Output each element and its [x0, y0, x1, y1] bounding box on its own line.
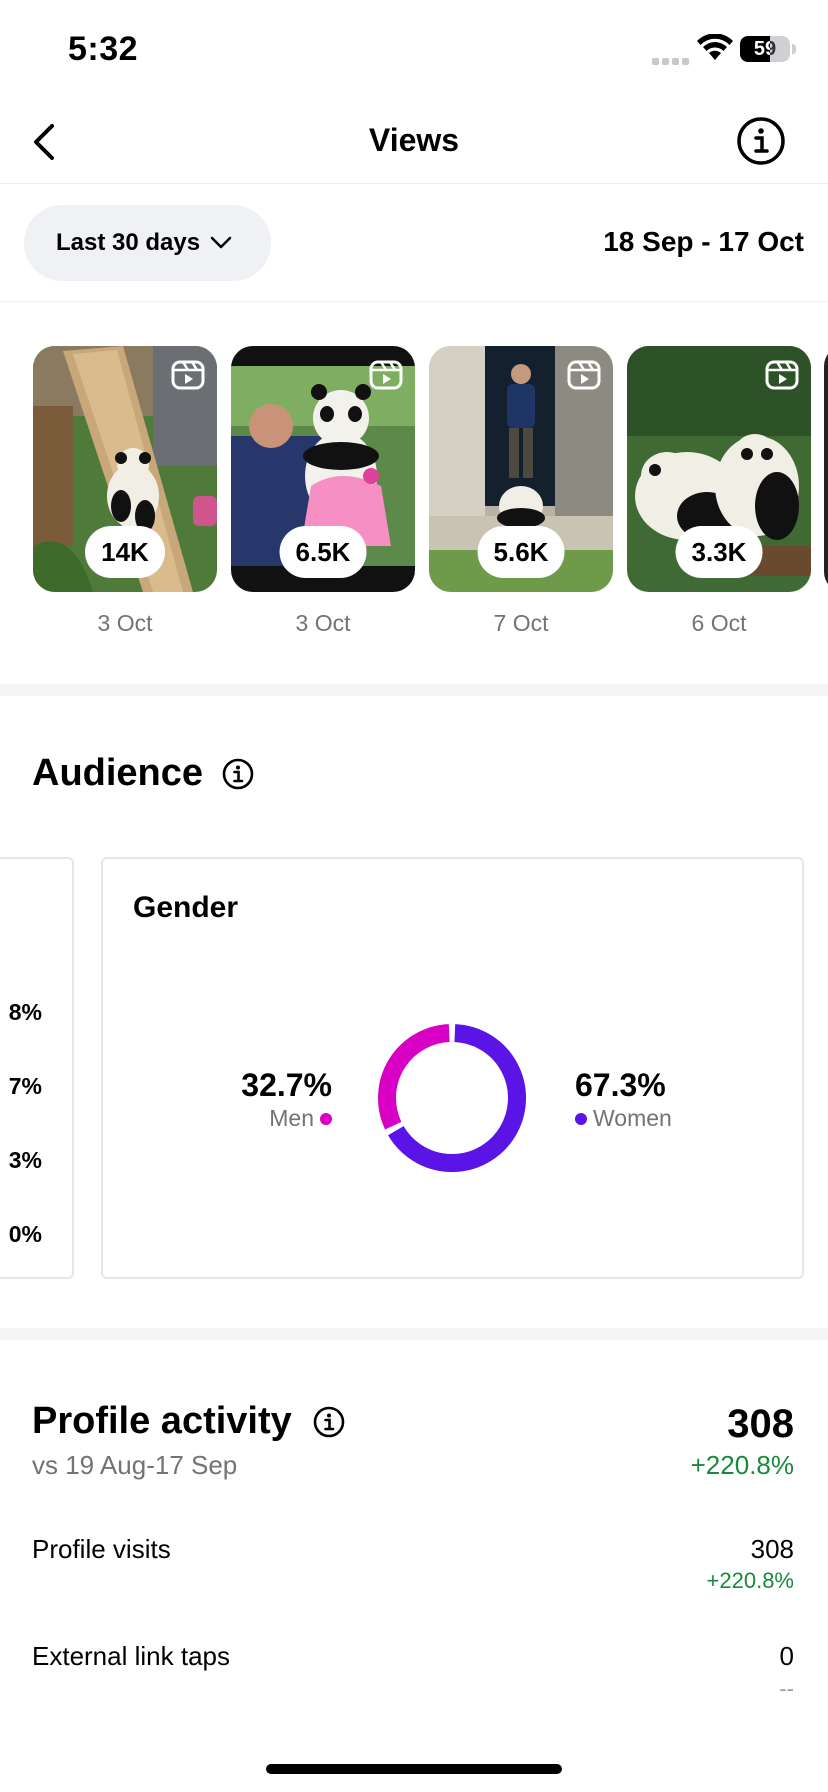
audience-header: Audience [32, 752, 255, 795]
reel-date: 6 Oct [691, 610, 747, 636]
home-indicator [266, 1764, 562, 1774]
info-icon[interactable] [221, 757, 255, 791]
reel-thumbnail: 14K [33, 346, 217, 592]
audience-percentage: 7% [8, 1073, 42, 1099]
profile-visits-value: 308 [750, 1534, 794, 1564]
info-icon[interactable] [312, 1405, 346, 1439]
women-slice [388, 1024, 526, 1172]
reel-views-badge: 14K [85, 526, 165, 578]
date-range-dropdown[interactable]: Last 30 days [24, 205, 271, 281]
profile-visits-label: Profile visits [32, 1534, 171, 1564]
reel-date: 7 Oct [493, 610, 549, 636]
audience-percentage: 8% [8, 999, 42, 1025]
section-divider [0, 1328, 828, 1340]
reel-card[interactable]: 6.5K 3 Oct [231, 346, 415, 637]
men-slice [378, 1024, 450, 1130]
women-percentage: 67.3% [575, 1067, 666, 1103]
reel-date: 3 Oct [97, 610, 153, 636]
profile-activity-header: Profile activity [32, 1400, 346, 1443]
gender-card[interactable]: Gender 32.7% Men 67.3% Women [101, 857, 804, 1279]
reel-thumbnail: 3.3K [627, 346, 811, 592]
page-title: Views [368, 122, 460, 158]
audience-title: Audience [32, 752, 204, 794]
cellular-signal-icon [652, 52, 692, 65]
info-button[interactable] [734, 114, 788, 168]
men-color-dot [320, 1112, 332, 1125]
nav-bar: Views [0, 100, 828, 184]
chevron-down-icon [210, 236, 232, 249]
women-label: Women [593, 1105, 672, 1131]
status-time: 5:32 [68, 30, 139, 68]
reels-icon [765, 360, 799, 390]
info-icon [737, 117, 785, 165]
filter-row: Last 30 days 18 Sep - 17 Oct [0, 184, 828, 302]
audience-percentage: 0% [8, 1221, 42, 1247]
back-button[interactable] [18, 116, 70, 168]
date-range-dropdown-label: Last 30 days [56, 229, 201, 256]
gender-title: Gender [133, 891, 239, 924]
date-range-text: 18 Sep - 17 Oct [603, 226, 804, 257]
section-divider [0, 684, 828, 696]
audience-percentage: 3% [8, 1147, 42, 1173]
reels-icon [567, 360, 601, 390]
reel-views-badge: 3.3K [675, 526, 763, 578]
reel-card-partial[interactable] [824, 346, 828, 592]
reel-views-badge: 5.6K [477, 526, 565, 578]
chevron-left-icon [34, 124, 54, 160]
audience-card-previous[interactable]: 8% 7% 3% 0% [0, 857, 74, 1279]
reel-card[interactable]: 14K 3 Oct [33, 346, 217, 637]
external-link-taps-label: External link taps [32, 1641, 230, 1671]
profile-visits-change: +220.8% [706, 1568, 794, 1593]
men-legend: Men [269, 1105, 332, 1132]
men-label: Men [269, 1105, 314, 1131]
battery-icon: 59 [740, 36, 796, 62]
gender-donut-chart [378, 1024, 526, 1172]
profile-activity-total: 308 [727, 1402, 794, 1446]
men-percentage: 32.7% [241, 1067, 332, 1103]
reel-thumbnail: 5.6K [429, 346, 613, 592]
external-link-taps-value: 0 [779, 1641, 794, 1671]
battery-level: 59 [753, 38, 777, 60]
profile-activity-comparison: vs 19 Aug-17 Sep [32, 1450, 238, 1480]
wifi-icon [697, 34, 733, 60]
top-reels-carousel[interactable]: 14K 3 Oct [0, 346, 828, 646]
external-link-taps-change: -- [779, 1676, 794, 1701]
reel-card[interactable]: 5.6K 7 Oct [429, 346, 613, 637]
reel-thumbnail: 6.5K [231, 346, 415, 592]
women-legend: Women [575, 1105, 672, 1132]
status-bar: 5:32 59 [0, 0, 828, 100]
profile-activity-title: Profile activity [32, 1400, 292, 1442]
reel-date: 3 Oct [295, 610, 351, 636]
profile-activity-change: +220.8% [690, 1450, 794, 1480]
reels-icon [369, 360, 403, 390]
reels-icon [171, 360, 205, 390]
reel-card[interactable]: 3.3K 6 Oct [627, 346, 811, 637]
reel-views-badge: 6.5K [279, 526, 367, 578]
women-color-dot [575, 1112, 587, 1125]
